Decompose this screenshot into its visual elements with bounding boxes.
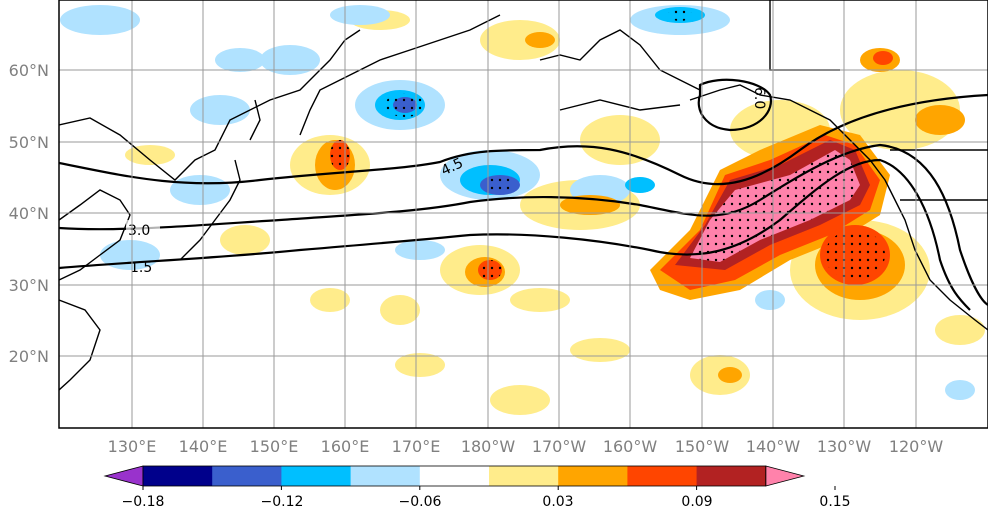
lon-label-140w: 140°W xyxy=(746,437,801,456)
lon-label-180w: 180°W xyxy=(461,437,516,456)
colorbar-segment xyxy=(489,466,559,486)
lon-label-170w: 170°W xyxy=(532,437,587,456)
lat-label-40n: 40°N xyxy=(9,204,49,223)
contour-label-6-0: 6.0 xyxy=(751,87,767,109)
colorbar-extend-low xyxy=(103,465,144,487)
colorbar-segment xyxy=(350,466,421,486)
colorbar-segment xyxy=(558,466,628,486)
colorbar-segment xyxy=(696,466,767,486)
lat-label-50n: 50°N xyxy=(9,133,49,152)
colorbar-segment xyxy=(143,466,213,486)
lon-label-130w: 130°W xyxy=(817,437,872,456)
contour-label-1-5: 1.5 xyxy=(130,260,152,276)
isolines xyxy=(59,78,988,311)
colorbar-frame xyxy=(142,465,767,487)
lon-label-170e: 170°E xyxy=(392,437,441,456)
colorbar-tick-m018: −0.18 xyxy=(122,494,165,510)
lon-label-150e: 150°E xyxy=(250,437,299,456)
contour-labels: 3.0 4.5 6.0 1.5 xyxy=(126,87,767,276)
contour-label-3-0: 3.0 xyxy=(128,223,150,239)
colorbar-tick-m006: −0.06 xyxy=(399,494,442,510)
colorbar-ticks: −0.18 −0.12 −0.06 0.03 0.09 0.15 xyxy=(122,494,851,510)
lon-label-140e: 140°E xyxy=(179,437,228,456)
longitude-labels: 130°E 140°E 150°E 160°E 170°E 180°W 170°… xyxy=(108,437,944,456)
colorbar-extend-high xyxy=(765,465,806,487)
colorbar xyxy=(103,465,836,490)
lon-label-150w: 150°W xyxy=(675,437,730,456)
colorbar-segment xyxy=(419,466,490,486)
colorbar-tick-m012: −0.12 xyxy=(261,494,304,510)
colorbar-segment xyxy=(281,466,352,486)
lon-label-120w: 120°W xyxy=(889,437,944,456)
colorbar-tick-009: 0.09 xyxy=(681,494,712,510)
lon-label-160e: 160°E xyxy=(321,437,370,456)
latitude-labels: 60°N 50°N 40°N 30°N 20°N xyxy=(9,61,49,366)
lon-label-130e: 130°E xyxy=(108,437,157,456)
colorbar-segment xyxy=(627,466,698,486)
lat-label-20n: 20°N xyxy=(9,347,49,366)
colorbar-tick-015: 0.15 xyxy=(819,494,850,510)
colorbar-tick-003: 0.03 xyxy=(542,494,573,510)
lat-label-30n: 30°N xyxy=(9,276,49,295)
map-frame xyxy=(58,0,988,429)
lon-label-160w: 160°W xyxy=(603,437,658,456)
gridlines xyxy=(59,0,988,428)
coastlines xyxy=(59,0,988,391)
colorbar-segment xyxy=(212,466,282,486)
lat-label-60n: 60°N xyxy=(9,61,49,80)
